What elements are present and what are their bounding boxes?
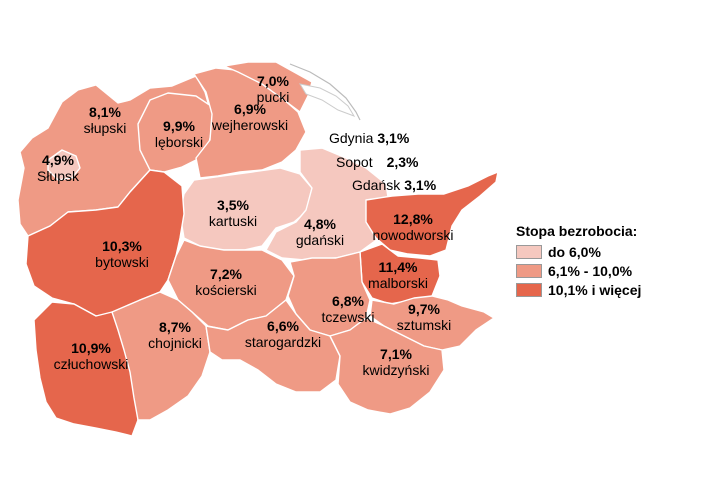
region-label-tczewski: 6,8% tczewski (308, 293, 388, 325)
city-name: Gdańsk (352, 177, 401, 193)
region-value: 10,9% (71, 340, 111, 356)
region-name: kartuski (208, 213, 258, 230)
region-starogardzki (205, 299, 341, 393)
city-label-gdynia: Gdynia 3,1% (329, 130, 409, 146)
city-name: Sopot (336, 154, 373, 170)
region-label-kwidzynski: 7,1% kwidzyński (346, 346, 446, 378)
legend-swatch-mid (516, 263, 542, 278)
legend-item-high: 10,1% i więcej (516, 280, 641, 299)
region-value: 6,8% (332, 293, 364, 309)
region-value: 7,0% (257, 73, 289, 89)
region-label-bytowski: 10,3% bytowski (82, 238, 162, 270)
region-value: 6,9% (234, 101, 266, 117)
region-value: 10,3% (102, 238, 142, 254)
region-label-malborski: 11,4% malborski (358, 259, 438, 291)
legend-label: 6,1% - 10,0% (548, 262, 633, 279)
region-kwidzynski (329, 317, 445, 415)
city-name: Gdynia (329, 130, 374, 146)
region-value: 9,7% (408, 301, 440, 317)
region-name: tczewski (321, 309, 375, 326)
region-value: 12,8% (393, 211, 433, 227)
region-value: 8,1% (89, 104, 121, 120)
region-name: bytowski (95, 254, 149, 271)
region-name: sztumski (396, 317, 452, 334)
region-value: 7,1% (380, 346, 412, 362)
region-name: malborski (368, 275, 428, 292)
region-name: chojnicki (148, 335, 202, 352)
region-kartuski (179, 167, 313, 251)
region-bytowski (25, 169, 185, 317)
lagoon-shape (298, 83, 356, 117)
region-name: pucki (256, 89, 290, 106)
city-value: 3,1% (377, 130, 410, 146)
region-label-czluchowski: 10,9% człuchowski (36, 340, 146, 372)
city-label-gdansk: Gdańsk 3,1% (352, 177, 436, 193)
region-value: 7,2% (210, 266, 242, 282)
region-label-kartuski: 3,5% kartuski (198, 197, 268, 229)
hel-peninsula-line (289, 63, 361, 121)
region-name: kwidzyński (362, 362, 430, 379)
region-name: człuchowski (53, 356, 129, 373)
legend-swatch-high (516, 282, 542, 297)
region-pucki (223, 61, 313, 113)
region-value: 8,7% (159, 319, 191, 335)
legend-item-low: do 6,0% (516, 242, 641, 261)
region-value: 9,9% (163, 118, 195, 134)
region-malborski (359, 243, 441, 305)
region-name: Słupsk (36, 168, 80, 185)
region-value: 4,8% (304, 216, 336, 232)
region-label-slupsk: 4,9% Słupsk (28, 152, 88, 184)
region-label-leborski: 9,9% lęborski (144, 118, 214, 150)
region-label-nowodworski: 12,8% nowodworski (358, 211, 468, 243)
region-name: nowodworski (372, 227, 454, 244)
region-value: 6,6% (267, 318, 299, 334)
city-value: 2,3% (386, 154, 419, 170)
region-name: lęborski (154, 134, 204, 151)
legend-item-mid: 6,1% - 10,0% (516, 261, 641, 280)
region-label-gdanski: 4,8% gdański (285, 216, 355, 248)
region-name: kościerski (195, 282, 257, 299)
region-value: 3,5% (217, 197, 249, 213)
region-label-chojnicki: 8,7% chojnicki (135, 319, 215, 351)
region-label-koscierski: 7,2% kościerski (181, 266, 271, 298)
legend-label: 10,1% i więcej (548, 281, 642, 298)
region-name: gdański (295, 232, 345, 249)
region-label-starogardzki: 6,6% starogardzki (228, 318, 338, 350)
region-name: starogardzki (244, 334, 322, 351)
region-value: 11,4% (378, 259, 418, 275)
region-value: 4,9% (42, 152, 74, 168)
city-label-sopot: Sopot 2,3% (336, 154, 419, 170)
region-slupsk (47, 149, 81, 181)
region-label-sztumski: 9,7% sztumski (384, 301, 464, 333)
region-chojnicki (111, 291, 211, 421)
legend-swatch-low (516, 244, 542, 259)
legend: Stopa bezrobocia: do 6,0% 6,1% - 10,0% 1… (516, 223, 641, 299)
region-name: słupski (83, 120, 127, 137)
region-name: wejherowski (211, 117, 289, 134)
legend-title: Stopa bezrobocia: (516, 223, 638, 239)
region-label-slupski: 8,1% słupski (75, 104, 135, 136)
region-label-pucki: 7,0% pucki (243, 73, 303, 105)
region-label-wejherowski: 6,9% wejherowski (195, 101, 305, 133)
legend-label: do 6,0% (548, 243, 601, 260)
city-value: 3,1% (404, 177, 437, 193)
